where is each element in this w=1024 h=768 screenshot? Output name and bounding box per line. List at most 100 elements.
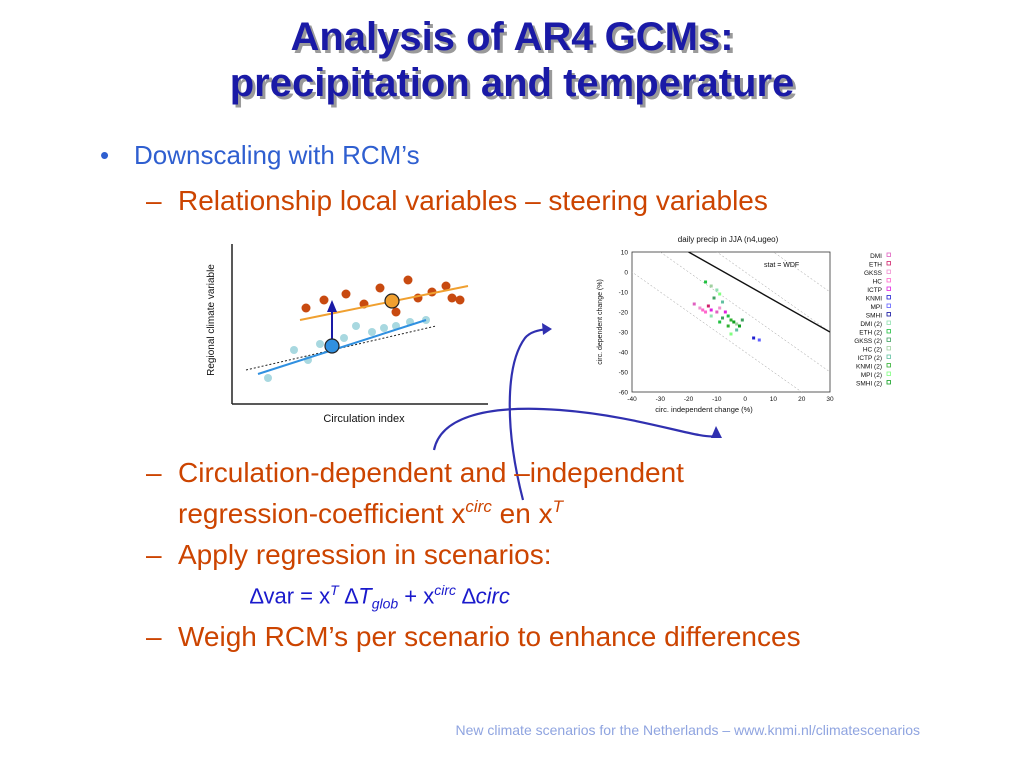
- x-tick-label: -10: [712, 396, 722, 403]
- dash: –: [146, 457, 162, 488]
- sub-bullet-regression: – Circulation-dependent and –independent …: [146, 456, 684, 531]
- red-point: [441, 281, 451, 291]
- legend-label: MPI (2): [861, 372, 882, 379]
- legend-label: GKSS (2): [854, 338, 882, 345]
- legend-marker: [886, 312, 891, 317]
- legend-marker: [886, 346, 891, 351]
- y-tick-label: -20: [619, 310, 629, 317]
- title-line-2: precipitation and temperature: [229, 61, 795, 105]
- x-tick-label: -20: [684, 396, 694, 403]
- slide-title: Analysis of AR4 GCMs: precipitation and …: [0, 14, 1024, 106]
- arrow-head-bottom: [711, 426, 722, 438]
- orange-highlight-point: [384, 293, 400, 309]
- legend-marker: [886, 337, 891, 342]
- legend-label: ETH (2): [859, 330, 882, 337]
- reference-diagonal: [772, 252, 830, 293]
- bullet-dot: •: [100, 140, 110, 170]
- legend-marker: [886, 380, 891, 385]
- footer: New climate scenarios for the Netherland…: [455, 722, 920, 738]
- legend-label: KNMI (2): [856, 364, 882, 371]
- x-tick-label: 0: [743, 396, 747, 403]
- scatter-point: [715, 310, 719, 314]
- scatter-point: [735, 322, 739, 326]
- scatter-point: [726, 324, 730, 328]
- scatter-point: [740, 318, 744, 322]
- x-tick-labels: -40 -30 -20 -10 0 10 20 30: [627, 396, 834, 403]
- y-tick-labels: 10 0 -10 -20 -30 -40 -50 -60: [619, 250, 629, 397]
- vertical-arrow-head: [327, 300, 337, 312]
- legend-marker: [886, 354, 891, 359]
- legend-label: ETH: [869, 262, 882, 269]
- plot-area: [631, 251, 831, 393]
- blue-highlight-point: [324, 338, 340, 354]
- bullet-text: Downscaling with RCM’s: [134, 140, 420, 170]
- blue-point: [368, 328, 376, 336]
- reference-diagonal: [632, 271, 803, 392]
- scatter-point: [726, 314, 730, 318]
- scatter-point: [721, 300, 725, 304]
- sub-bullet-text-line1: Circulation-dependent and –independent: [178, 457, 684, 488]
- scatter-point: [737, 324, 741, 328]
- legend-label: DMI (2): [860, 321, 882, 328]
- scatter-point: [718, 306, 722, 310]
- scatter-point: [715, 288, 719, 292]
- scatter-point: [729, 318, 733, 322]
- legend-label: HC: [873, 279, 883, 286]
- sub-bullet-text-line2: regression-coefficient xcirc en xT: [178, 497, 563, 529]
- scatter-point: [698, 306, 702, 310]
- red-points: [301, 275, 465, 317]
- sub-bullet-apply: – Apply regression in scenarios:: [146, 538, 552, 572]
- grid-lines: [632, 252, 830, 392]
- x-tick-label: 10: [770, 396, 778, 403]
- scatter-point: [752, 336, 756, 340]
- sub-bullet-text: Relationship local variables – steering …: [178, 185, 768, 216]
- scatter-point: [729, 332, 733, 336]
- red-point: [375, 283, 385, 293]
- x-axis-label: Circulation index: [323, 413, 405, 425]
- legend-label: ICTP (2): [858, 355, 882, 362]
- blue-point: [264, 374, 272, 382]
- scatter-point: [757, 338, 761, 342]
- legend-label: SMHI (2): [856, 381, 882, 388]
- scatter-y-label: circ. dependent change (%): [597, 279, 604, 365]
- bold-diagonal: [688, 252, 830, 333]
- scatter-point: [701, 308, 705, 312]
- y-tick-label: -30: [619, 330, 629, 337]
- y-tick-label: -60: [619, 390, 629, 397]
- red-point: [403, 275, 413, 285]
- stat-annotation: stat = WDF: [764, 262, 799, 269]
- bullet-downscaling: • Downscaling with RCM’s: [100, 140, 420, 171]
- dash: –: [146, 185, 162, 216]
- regression-formula: ∆var = xT ∆Tglob + xcirc ∆circ: [250, 582, 510, 612]
- scatter-point: [723, 310, 727, 314]
- red-point: [341, 289, 351, 299]
- scatter-point: [706, 304, 710, 308]
- red-point: [319, 295, 329, 305]
- scatter-point: [709, 314, 713, 318]
- blue-point: [340, 334, 348, 342]
- legend-label: ICTP: [867, 287, 882, 294]
- scatter-x-label: circ. independent change (%): [655, 405, 753, 414]
- scatter-points: [692, 280, 761, 342]
- arrow-head-top: [542, 323, 552, 335]
- scatter-point: [704, 280, 708, 284]
- scatter-point: [704, 310, 708, 314]
- reference-diagonal: [716, 252, 830, 333]
- scatter-point: [718, 292, 722, 296]
- red-point: [301, 303, 311, 313]
- legend-marker: [886, 252, 891, 257]
- sub-bullet-text: Apply regression in scenarios:: [178, 539, 552, 570]
- dash: –: [146, 539, 162, 570]
- blue-point: [380, 324, 388, 332]
- scatter-point: [732, 320, 736, 324]
- scatter-point: [692, 302, 696, 306]
- legend-label: MPI: [870, 304, 882, 311]
- blue-point: [290, 346, 298, 354]
- sub-bullet-relationship: – Relationship local variables – steering…: [146, 184, 768, 218]
- blue-point: [352, 322, 360, 330]
- legend-marker: [886, 320, 891, 325]
- blue-point: [316, 340, 324, 348]
- legend-marker: [886, 286, 891, 291]
- schematic-chart: Regional climate variable Circulation in…: [206, 244, 488, 425]
